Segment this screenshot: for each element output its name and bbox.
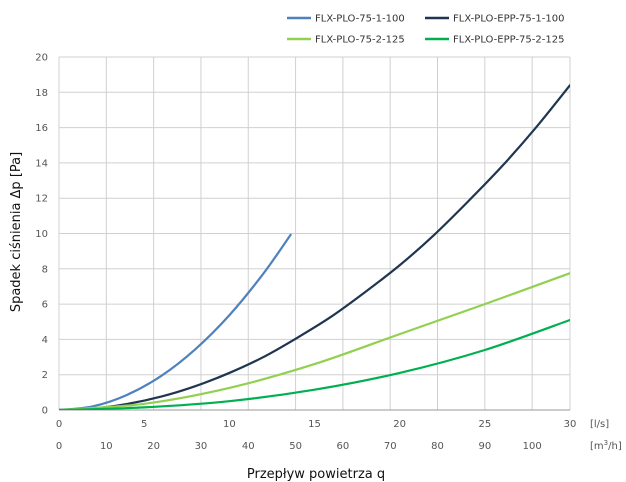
x-unit-secondary: [m3/h] [590, 439, 622, 452]
x-axis-secondary: 0 10 20 30 40 50 60 70 80 90 100 [56, 441, 542, 452]
x-tick-label-secondary: 60 [337, 441, 350, 452]
y-tick-label: 6 [42, 300, 48, 311]
x-tick-label-secondary: 80 [431, 441, 444, 452]
y-tick-label: 14 [35, 158, 48, 169]
x-tick-label-secondary: 50 [289, 441, 302, 452]
x-unit-secondary-sup: 3 [604, 439, 608, 447]
y-tick-label: 4 [42, 335, 48, 346]
series-line [59, 233, 292, 410]
y-tick-label: 16 [35, 123, 48, 134]
legend: FLX-PLO-75-1-100 FLX-PLO-EPP-75-1-100 FLX-… [287, 14, 564, 46]
x-tick-label: 20 [393, 419, 406, 430]
x-unit-primary: [l/s] [590, 419, 609, 430]
x-tick-label: 0 [56, 419, 62, 430]
y-tick-label: 0 [42, 406, 48, 417]
series-line [59, 84, 570, 410]
x-tick-label: 30 [564, 419, 577, 430]
x-tick-label: 5 [141, 419, 147, 430]
x-tick-label: 15 [308, 419, 321, 430]
x-axis-primary: 0 5 10 15 20 25 30 [56, 419, 577, 430]
x-tick-label-secondary: 10 [100, 441, 113, 452]
x-tick-label-secondary: 0 [56, 441, 62, 452]
y-tick-label: 10 [35, 229, 48, 240]
legend-entry: FLX-PLO-75-2-125 [315, 35, 405, 46]
x-tick-label: 25 [478, 419, 491, 430]
x-tick-label-secondary: 40 [242, 441, 255, 452]
y-tick-label: 20 [35, 53, 48, 64]
y-axis-title: Spadek ciśnienia Δp [Pa] [9, 152, 24, 312]
x-tick-label: 10 [223, 419, 236, 430]
x-unit-secondary-tail: /h] [608, 441, 622, 452]
x-tick-label-secondary: 90 [478, 441, 491, 452]
y-axis: 0 2 4 6 8 10 12 14 16 18 20 [35, 53, 48, 417]
y-tick-label: 2 [42, 370, 48, 381]
y-tick-label: 12 [35, 194, 48, 205]
y-tick-label: 8 [42, 264, 48, 275]
legend-entry: FLX-PLO-EPP-75-1-100 [453, 14, 564, 25]
x-tick-label-secondary: 30 [195, 441, 208, 452]
x-unit-secondary-base: [m [590, 441, 604, 452]
legend-entry: FLX-PLO-EPP-75-2-125 [453, 35, 564, 46]
grid [58, 56, 571, 411]
series-group [59, 84, 570, 410]
x-tick-label-secondary: 20 [147, 441, 160, 452]
series-line [59, 272, 570, 410]
y-tick-label: 18 [35, 88, 48, 99]
x-axis-title: Przepływ powietrza q [247, 467, 385, 482]
legend-entry: FLX-PLO-75-1-100 [315, 14, 405, 25]
series-line [59, 318, 570, 410]
x-tick-label-secondary: 70 [384, 441, 397, 452]
x-tick-label-secondary: 100 [523, 441, 542, 452]
